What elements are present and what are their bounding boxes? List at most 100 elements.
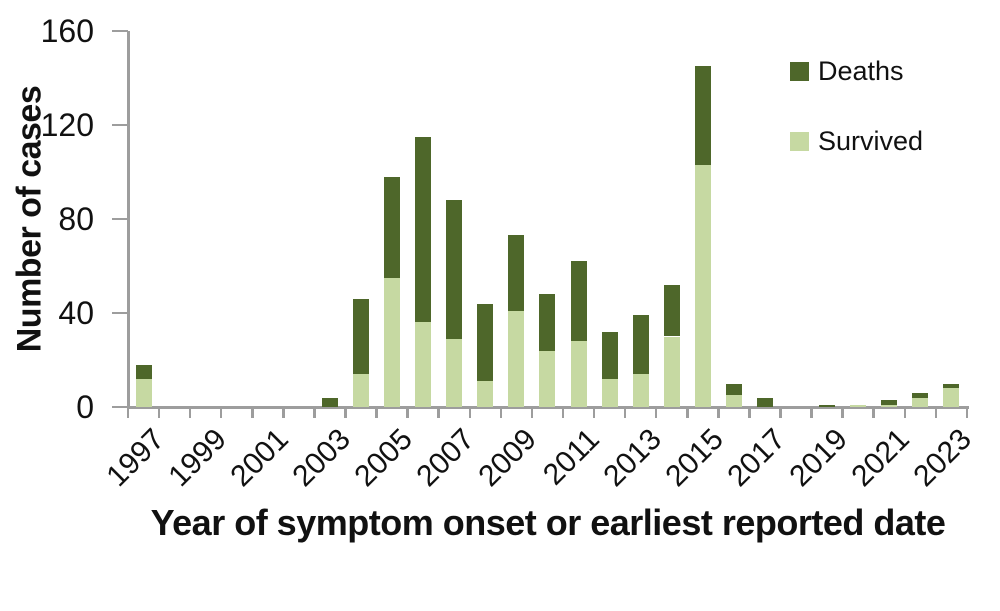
bar-2022-deaths bbox=[912, 392, 929, 398]
bar-2011-deaths bbox=[570, 261, 587, 342]
x-tick-label: 2015 bbox=[659, 422, 730, 494]
legend: Deaths Survived bbox=[790, 55, 924, 198]
x-tick bbox=[872, 406, 875, 418]
bar-2010-survived bbox=[539, 350, 556, 407]
x-axis-line bbox=[126, 406, 969, 409]
x-tick bbox=[623, 406, 627, 418]
x-tick bbox=[375, 406, 378, 418]
bar-2006-survived bbox=[415, 322, 432, 407]
bar-2023-survived bbox=[943, 388, 960, 407]
y-tick bbox=[112, 405, 128, 409]
y-tick-label: 40 bbox=[58, 295, 94, 331]
bar-2010-deaths bbox=[539, 294, 556, 351]
x-tick bbox=[530, 406, 534, 418]
x-tick-label: 2021 bbox=[845, 422, 917, 494]
bar-2011-survived bbox=[570, 341, 587, 407]
x-tick bbox=[654, 406, 658, 418]
bar-2004-deaths bbox=[353, 298, 370, 375]
x-tick-label: 1999 bbox=[162, 422, 233, 494]
deaths-label: Deaths bbox=[818, 55, 904, 86]
deaths-swatch bbox=[790, 61, 809, 81]
bar-2019-deaths bbox=[819, 404, 836, 407]
y-tick-label: 120 bbox=[40, 107, 94, 143]
bar-2008-deaths bbox=[477, 303, 494, 382]
x-tick-label: 2003 bbox=[286, 422, 357, 494]
x-axis-title: Year of symptom onset or earliest report… bbox=[150, 502, 946, 543]
y-tick bbox=[112, 123, 128, 127]
x-tick bbox=[779, 406, 782, 418]
survived-swatch bbox=[790, 131, 809, 151]
x-tick bbox=[219, 406, 223, 418]
bar-1997-deaths bbox=[135, 364, 152, 379]
x-tick bbox=[903, 406, 906, 418]
x-tick-label: 2019 bbox=[783, 422, 854, 494]
x-tick-label: 2023 bbox=[907, 422, 979, 494]
y-tick bbox=[112, 29, 128, 33]
x-tick bbox=[313, 406, 316, 418]
x-tick bbox=[934, 406, 938, 418]
x-tick bbox=[965, 406, 969, 418]
x-tick-label: 2017 bbox=[721, 422, 792, 494]
bar-2014-survived bbox=[663, 336, 680, 407]
x-tick-label: 1997 bbox=[99, 422, 171, 494]
y-tick-label: 160 bbox=[40, 13, 94, 49]
x-tick bbox=[748, 406, 751, 418]
x-tick-label: 2007 bbox=[410, 422, 482, 494]
bar-2008-survived bbox=[477, 381, 494, 407]
bar-2012-deaths bbox=[601, 331, 618, 379]
x-tick-label: 2001 bbox=[224, 422, 295, 494]
bar-2012-survived bbox=[601, 378, 618, 407]
x-tick bbox=[437, 406, 440, 418]
bar-2007-survived bbox=[446, 338, 463, 407]
x-tick bbox=[810, 406, 813, 418]
bar-2014-deaths bbox=[663, 284, 680, 337]
x-tick bbox=[841, 406, 844, 418]
bar-2021-deaths bbox=[881, 399, 898, 405]
x-tick-label: 2013 bbox=[597, 422, 668, 494]
x-tick bbox=[157, 406, 161, 418]
y-tick-label: 80 bbox=[58, 201, 94, 237]
y-tick bbox=[112, 311, 128, 315]
bar-2009-survived bbox=[508, 310, 525, 407]
x-tick bbox=[717, 406, 720, 418]
x-tick bbox=[251, 406, 254, 418]
bar-2004-survived bbox=[353, 374, 370, 407]
x-tick bbox=[126, 406, 130, 418]
legend-item-deaths: Deaths bbox=[790, 55, 923, 86]
x-tick-label: 2009 bbox=[472, 422, 544, 494]
x-tick-label: 2005 bbox=[348, 422, 420, 494]
legend-item-survived: Survived bbox=[790, 125, 924, 156]
bar-2003-deaths bbox=[321, 397, 338, 407]
y-axis-line bbox=[126, 31, 130, 409]
bar-2020-survived bbox=[850, 404, 867, 407]
x-tick bbox=[282, 406, 285, 418]
bar-2022-survived bbox=[912, 397, 929, 407]
bar-2021-survived bbox=[881, 404, 898, 407]
x-tick bbox=[499, 406, 503, 418]
x-tick bbox=[561, 406, 565, 418]
bar-2013-survived bbox=[632, 374, 649, 407]
bar-2016-deaths bbox=[725, 383, 742, 396]
bar-2023-deaths bbox=[943, 383, 960, 389]
x-tick bbox=[188, 406, 192, 418]
bar-2006-deaths bbox=[415, 136, 432, 323]
x-tick bbox=[468, 406, 472, 418]
bar-2015-deaths bbox=[694, 66, 711, 165]
x-tick bbox=[406, 406, 409, 418]
x-tick bbox=[686, 406, 689, 418]
x-tick-label: 2011 bbox=[536, 422, 606, 492]
bar-1997-survived bbox=[135, 378, 152, 407]
bar-2009-deaths bbox=[508, 235, 525, 311]
bar-2017-deaths bbox=[756, 397, 773, 407]
y-tick-label: 0 bbox=[76, 389, 94, 425]
bar-2007-deaths bbox=[446, 200, 463, 339]
bar-2015-survived bbox=[694, 164, 711, 407]
bar-2016-survived bbox=[725, 395, 742, 407]
y-tick bbox=[112, 217, 128, 221]
survived-label: Survived bbox=[818, 125, 924, 156]
bar-2005-deaths bbox=[384, 176, 401, 278]
bar-2005-survived bbox=[384, 277, 401, 407]
x-tick bbox=[344, 406, 347, 418]
x-tick bbox=[592, 406, 596, 418]
